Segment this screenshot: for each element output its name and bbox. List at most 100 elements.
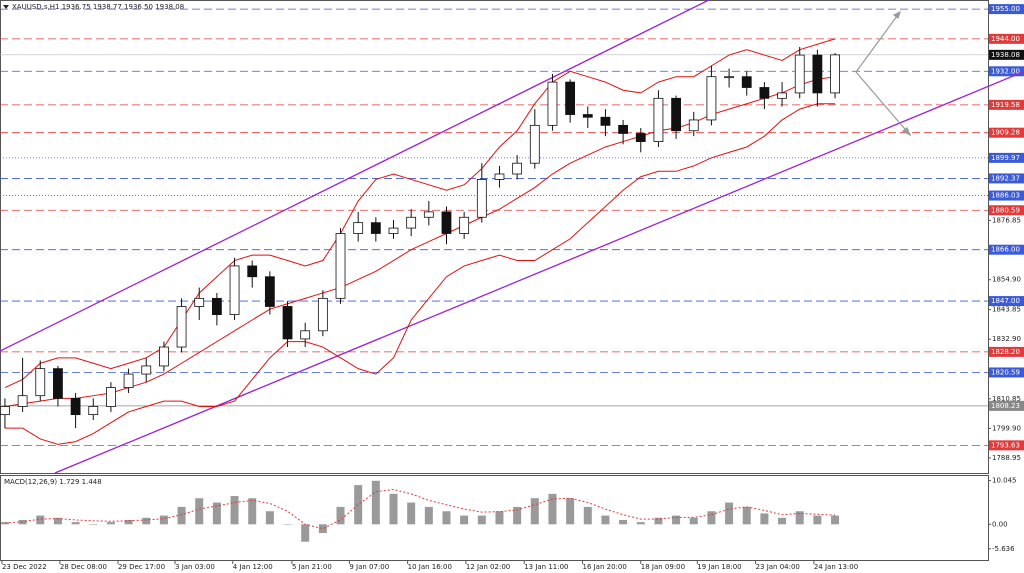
macd-bar (71, 522, 80, 525)
macd-bar (318, 524, 327, 534)
level-box (989, 33, 1024, 44)
level-box (989, 152, 1024, 163)
candle-body (706, 76, 717, 121)
macd-bar (495, 511, 504, 525)
candle-body (688, 119, 699, 132)
level-box (989, 4, 1024, 15)
macd-signal (4, 488, 836, 530)
macd-bar (177, 506, 186, 525)
candle-body (247, 265, 258, 278)
level-label: 1919.58 (991, 101, 1020, 109)
level-box (989, 190, 1024, 201)
candle-body (282, 306, 293, 340)
macd-bar (354, 485, 363, 525)
macd-bar (230, 496, 239, 525)
macd-bar (36, 515, 45, 525)
arrow-head (901, 127, 912, 137)
candle-body (830, 54, 840, 94)
bollinger-band (4, 103, 836, 445)
candle-body (494, 173, 505, 180)
candle-body (635, 133, 646, 142)
x-tick-label: 28 Dec 08:00 (60, 563, 107, 571)
y-tick-label: 1854.90 (992, 276, 1021, 284)
x-tick-label: 24 Jan 13:00 (814, 563, 858, 571)
x-tick-label: 10 Jan 16:00 (408, 563, 452, 571)
level-label: 1944.00 (991, 35, 1020, 43)
x-tick-label: 4 Jan 12:00 (233, 563, 273, 571)
x-tick-label: 18 Jan 09:00 (641, 563, 685, 571)
level-box (989, 99, 1024, 110)
candle-body (406, 216, 417, 229)
level-label: 1899.97 (991, 154, 1020, 162)
macd-bar (601, 515, 610, 525)
x-tick-label: 13 Jan 11:00 (524, 563, 568, 571)
candle-body (229, 265, 240, 315)
candle-body (353, 222, 364, 234)
level-box (989, 367, 1024, 378)
level-label: 1793.63 (991, 441, 1020, 449)
macd-tick-label: -5.636 (992, 545, 1015, 553)
macd-bar (159, 515, 168, 525)
macd-panel (0, 475, 989, 561)
macd-bar (831, 515, 840, 525)
candle-body (17, 395, 28, 407)
macd-bar (248, 498, 257, 525)
level-label: 1955.00 (991, 5, 1020, 13)
menu-triangle[interactable] (3, 5, 9, 9)
macd-bar (442, 511, 451, 525)
candle-body (388, 227, 399, 234)
level-box (989, 127, 1024, 138)
macd-bar (583, 506, 592, 525)
macd-bar (106, 522, 115, 525)
macd-bar (795, 511, 804, 525)
macd-bar (760, 513, 769, 525)
candle-body (423, 211, 434, 218)
macd-bar (619, 519, 628, 525)
y-tick-label: 1788.95 (992, 454, 1021, 462)
level-box (989, 244, 1024, 255)
level-label: 1820.59 (991, 368, 1020, 376)
candle-body (812, 54, 823, 94)
candle-body (565, 81, 576, 115)
macd-bar (654, 517, 663, 525)
macd-bar (566, 498, 575, 525)
macd-bar (142, 517, 151, 525)
candle-body (671, 97, 681, 132)
candle-body (106, 387, 116, 407)
candle-body (512, 162, 523, 175)
arrow-head (892, 10, 902, 19)
trendline (0, 0, 711, 352)
macd-bar (460, 515, 469, 525)
macd-bar (424, 506, 433, 525)
candle-body (264, 276, 275, 307)
arrow-up (855, 11, 901, 73)
candle-body (141, 365, 152, 375)
candle-body (70, 397, 81, 416)
x-tick-label: 3 Jan 03:00 (175, 563, 215, 571)
arrows (855, 10, 912, 137)
x-tick-label: 9 Jan 07:00 (349, 563, 389, 571)
macd-bar (283, 524, 292, 525)
candle-body (0, 406, 10, 416)
level-box (989, 66, 1024, 77)
macd-bar (707, 511, 716, 525)
candle-body (582, 114, 593, 118)
main-panel (0, 0, 989, 474)
macd-bar (89, 524, 98, 525)
bollinger-band (4, 38, 836, 389)
x-tick-label: 5 Jan 21:00 (292, 563, 332, 571)
macd-bar (672, 515, 681, 525)
level-box (989, 440, 1024, 451)
macd-tick-label: 0.00 (992, 520, 1008, 528)
level-box (989, 400, 1024, 411)
candle-body (441, 211, 452, 234)
current-price-box (989, 49, 1024, 60)
macd-bar (301, 524, 310, 542)
candle-body (724, 76, 734, 79)
candle-body (211, 297, 222, 315)
candle-body (653, 97, 664, 142)
x-tick-label: 16 Jan 20:00 (582, 563, 626, 571)
candle-body (741, 76, 752, 88)
candle-body (600, 116, 611, 126)
candle-body (335, 233, 346, 299)
